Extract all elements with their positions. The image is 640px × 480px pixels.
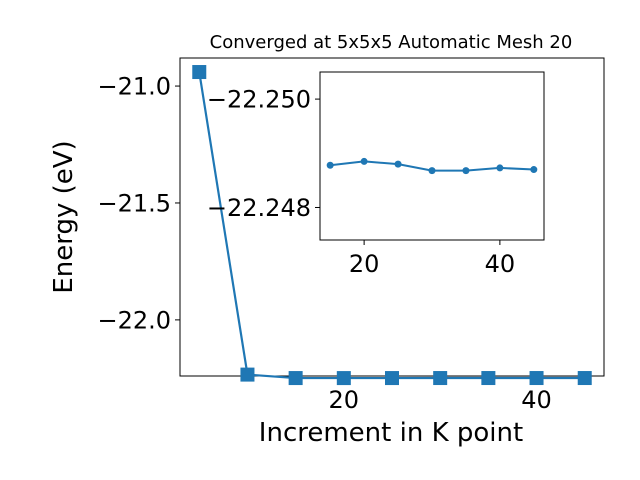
main-data-point xyxy=(385,371,399,386)
inset-data-point xyxy=(530,166,538,174)
main-ticks: 20 40 −21.0 −21.5 −22.0 xyxy=(97,73,551,414)
main-data-point xyxy=(433,371,448,386)
main-data-point xyxy=(240,367,255,382)
inset-x-tick-label: 20 xyxy=(349,250,380,278)
inset-ticks: 20 40 −22.250 −22.248 xyxy=(207,86,515,278)
main-data-point xyxy=(529,371,544,386)
chart-title: Converged at 5x5x5 Automatic Mesh 20 xyxy=(210,32,573,53)
inset-plot-frame xyxy=(319,71,545,241)
main-x-axis-title: Increment in K point xyxy=(259,418,523,448)
inset-data-point xyxy=(496,164,504,172)
inset-y-tick-label: −22.250 xyxy=(207,86,311,114)
main-x-tick-label: 20 xyxy=(329,386,360,414)
inset-series xyxy=(326,157,538,175)
inset-data-point xyxy=(360,157,368,165)
inset-x-tick-label: 40 xyxy=(485,250,516,278)
main-y-tick-label: −22.0 xyxy=(97,307,171,335)
main-data-point xyxy=(288,371,303,386)
main-series xyxy=(192,65,592,386)
inset-data-point xyxy=(428,167,436,175)
inset-data-point xyxy=(462,167,470,175)
inset-y-tick-label: −22.248 xyxy=(207,194,311,222)
main-x-tick-label: 40 xyxy=(521,386,552,414)
main-data-point xyxy=(336,371,351,386)
main-y-tick-label: −21.5 xyxy=(97,190,171,218)
inset-data-point xyxy=(394,160,402,168)
main-data-point xyxy=(577,371,592,386)
inset-data-point xyxy=(326,161,334,169)
main-y-axis-title: Energy (eV) xyxy=(49,140,79,293)
main-y-tick-label: −21.0 xyxy=(97,73,171,101)
main-data-point xyxy=(481,371,496,386)
main-data-point xyxy=(192,65,207,80)
